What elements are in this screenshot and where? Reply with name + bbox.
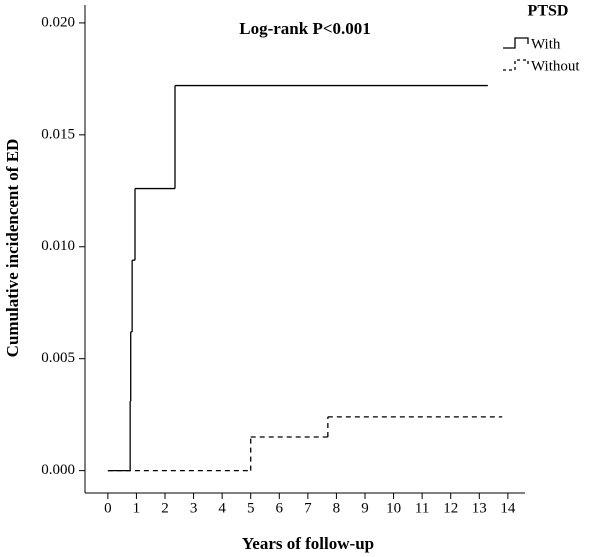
x-tick-label: 2 (161, 500, 169, 516)
x-tick-label: 3 (190, 500, 198, 516)
x-tick-label: 5 (247, 500, 255, 516)
legend-label: Without (531, 58, 580, 74)
y-axis-label: Cumulative incidencent of ED (3, 139, 22, 358)
y-tick-label: 0.020 (41, 14, 75, 30)
x-tick-label: 12 (443, 500, 458, 516)
legend-label: With (531, 36, 561, 52)
x-tick-label: 14 (500, 500, 516, 516)
x-tick-label: 10 (386, 500, 401, 516)
legend-title: PTSD (528, 3, 569, 20)
legend-swatch (503, 59, 529, 71)
x-tick-label: 11 (415, 500, 429, 516)
y-tick-label: 0.005 (41, 350, 75, 366)
y-tick-label: 0.000 (41, 462, 75, 478)
x-tick-label: 13 (472, 500, 487, 516)
x-axis-label: Years of follow-up (242, 534, 374, 553)
x-tick-label: 9 (361, 500, 369, 516)
x-tick-label: 7 (304, 500, 312, 516)
annotation: Log-rank P<0.001 (239, 19, 371, 38)
x-tick-label: 1 (133, 500, 141, 516)
x-tick-label: 6 (276, 500, 284, 516)
x-tick-label: 0 (104, 500, 112, 516)
y-tick-label: 0.015 (41, 126, 75, 142)
x-tick-label: 8 (333, 500, 341, 516)
y-tick-label: 0.010 (41, 238, 75, 254)
x-tick-label: 4 (218, 500, 226, 516)
legend-swatch (503, 37, 529, 49)
